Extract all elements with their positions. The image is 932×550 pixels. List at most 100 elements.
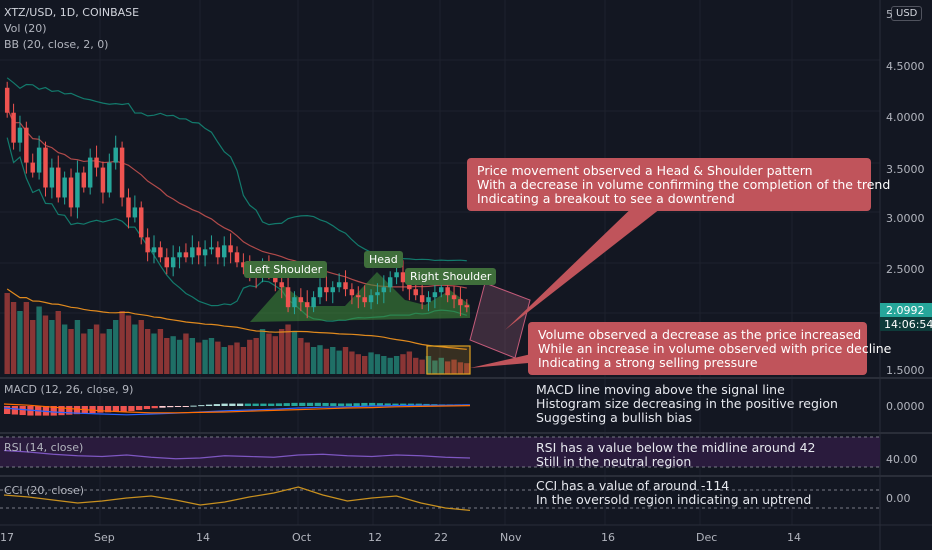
rsi-note: RSI has a value below the midline around… [536,441,815,469]
volume-bar [240,347,247,374]
macd-histogram-bar [19,406,26,416]
macd-histogram-bar [159,406,166,408]
candle-body [407,282,412,290]
macd-histogram-bar [314,402,321,406]
note-line: Indicating a strong selling pressure [538,355,758,370]
countdown-tag-bg [880,317,932,331]
volume-bar [419,359,425,374]
candle-body [94,157,99,168]
macd-histogram-bar [151,406,158,409]
candle-body [43,147,48,188]
macd-histogram-bar [11,406,19,415]
candle-body [170,257,176,268]
volume-bar [10,302,17,374]
volume-bar [119,311,125,374]
volume-bar [464,363,470,374]
volume-bar [374,354,381,374]
note-line: With a decrease in volume confirming the… [477,177,891,192]
volume-bar [42,315,49,374]
macd-histogram-bar [174,406,182,407]
last-price-label: 2.0992 [886,304,925,317]
rsi-band [0,437,880,467]
candle-body [145,237,150,253]
macd-histogram-bar [112,406,119,412]
macd-histogram-bar [400,403,407,406]
candle-body [304,302,310,308]
price-tick: 3.5000 [886,163,925,176]
volume-bar [278,329,285,374]
volume-bar [17,311,23,374]
macd-tick: 0.0000 [886,400,925,413]
volume-bar [323,348,330,374]
macd-histogram-bar [322,402,329,406]
candle-body [311,297,316,308]
macd-histogram-bar [97,406,104,413]
volume-bar [253,338,259,374]
macd-histogram-bar [345,403,352,406]
macd-histogram-bar [143,406,151,410]
macd-line [3,404,471,416]
price-candles [4,81,470,319]
volume-bar [189,338,196,374]
volume-bar [55,311,61,374]
time-tick: 14 [196,531,210,544]
note-line: In the oversold region indicating an upt… [536,492,812,507]
candle-body [400,272,406,283]
volume-bar [176,339,183,374]
candle-body [36,147,42,173]
macd-histogram-bar [376,403,384,406]
volume-bar [247,339,253,374]
candle-body [464,305,470,308]
volume-bar [310,347,317,374]
note-line: Histogram size decreasing in the positiv… [536,396,838,411]
candle-body [419,295,425,303]
candle-body [81,172,87,188]
macd-histogram-bar [244,403,252,406]
candle-body [451,295,457,300]
candle-body [151,247,157,253]
candle-body [394,272,399,278]
macd-histogram-bar [190,405,197,407]
candle-body [126,197,131,218]
note-line: Volume observed a decrease as the price … [538,327,862,342]
volume-bar [400,354,406,374]
volume-bar [208,338,215,374]
currency-button[interactable]: USD [891,6,923,21]
volume-bar [125,315,132,374]
candle-body [196,247,201,256]
cci-line [3,486,471,511]
macd-histogram-bar [306,402,314,406]
volume-bar [342,347,349,374]
volume-bar [74,320,81,374]
macd-histogram-bar [198,405,205,407]
macd-histogram-bar [283,403,290,406]
price-tick: 3.0000 [886,212,925,225]
candle-body [107,162,112,193]
candle-body [56,167,61,198]
note-line: CCI has a value of around -114 [536,478,730,493]
volume-bar [36,306,42,374]
time-tick: Dec [696,531,718,544]
note-line: RSI has a value below the midline around… [536,440,816,455]
rsi-tick: 40.00 [886,453,918,466]
rsi-pane-label: RSI (14, close) [4,441,84,454]
time-tick: Oct [292,531,312,544]
volume-note-box: Volume observed a decrease as the price … [528,322,891,375]
candle-body [164,257,170,268]
time-tick: 16 [601,531,615,544]
head-label: Head [364,251,403,268]
macd-histogram-bar [213,404,220,406]
volume-bar [285,324,291,374]
macd-histogram-bar [384,403,391,406]
volume-bar [215,341,221,374]
countdown-label: 14:06:54 [884,318,932,331]
volume-bar [298,338,304,374]
candle-body [75,172,80,208]
macd-histogram-bar [205,404,213,406]
price-note-box: Price movement observed a Head & Shoulde… [467,158,891,211]
candle-body [177,252,182,258]
macd-pane-label: MACD (12, 26, close, 9) [4,383,134,396]
candle-body [317,287,323,298]
price-tick: 4.5000 [886,60,925,73]
volume-bar [266,333,272,374]
